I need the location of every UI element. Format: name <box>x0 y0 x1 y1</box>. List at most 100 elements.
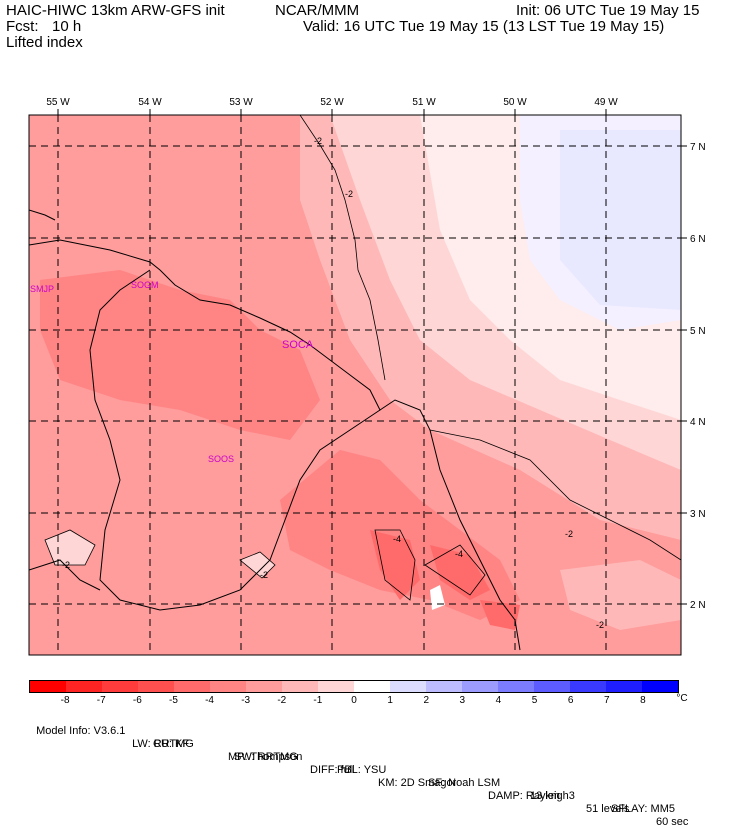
shade-patch2 <box>240 552 275 578</box>
footer-line1: Model Info: V3.6.1 CU: KF MP: Thompson P… <box>30 712 688 829</box>
shading-layer <box>29 115 681 655</box>
colorbar-unit: °C <box>676 693 688 704</box>
lat-label: 6 N <box>690 234 706 245</box>
lat-labels: 7 N 6 N 5 N 4 N 3 N 2 N <box>690 142 706 611</box>
station-label: SOCA <box>282 339 314 351</box>
colorbar-swatch <box>390 681 426 692</box>
contour-patch1 <box>44 529 96 566</box>
lat-label: 5 N <box>690 326 706 337</box>
colorbar-tick-label: 4 <box>495 695 502 706</box>
colorbar-tick-label: 6 <box>567 695 574 706</box>
colorbar-swatch <box>606 681 642 692</box>
contour-patch2 <box>239 551 276 579</box>
lifted-index-map: 55 W 54 W 53 W 52 W 51 W 50 W 49 W 7 N 6… <box>28 97 706 656</box>
lat-label: 3 N <box>690 509 706 520</box>
shade-minus4c <box>480 600 520 630</box>
contour-minus2-north <box>299 115 386 381</box>
colorbar-tick-label: -4 <box>205 695 214 706</box>
lat-label: 2 N <box>690 600 706 611</box>
timestep-info: 60 sec <box>656 816 689 828</box>
coastline-layer <box>29 209 521 651</box>
colorbar-swatch <box>498 681 534 692</box>
colorbar-swatch <box>354 681 390 692</box>
init-time: Init: 06 UTC Tue 19 May 15 <box>516 2 700 19</box>
sw-info: SW: RRTMG <box>234 751 298 763</box>
lon-label: 55 W <box>46 97 70 108</box>
sflay-info: SFLAY: MM5 <box>611 803 675 815</box>
colorbar-swatch <box>534 681 570 692</box>
valid-time: Valid: 16 UTC Tue 19 May 15 (13 LST Tue … <box>303 18 665 35</box>
shade-minus3a <box>40 270 320 440</box>
coast-nw <box>29 209 56 221</box>
colorbar-swatch <box>246 681 282 692</box>
colorbar-swatch <box>138 681 174 692</box>
colorbar-swatch <box>426 681 462 692</box>
colorbar <box>29 680 679 693</box>
colorbar-tick-label: 3 <box>459 695 466 706</box>
contour-label: -2 <box>260 570 268 580</box>
colorbar-tick-label: 7 <box>603 695 610 706</box>
contour-label: -2 <box>345 189 353 199</box>
contour-labels: -2 -2 -2 -2 -2 -2 -4 -4 <box>62 136 604 630</box>
colorbar-swatch <box>642 681 678 692</box>
colorbar-swatch <box>102 681 138 692</box>
graticule <box>29 115 681 655</box>
contour-label: -2 <box>596 620 604 630</box>
station-label: SOGM <box>131 280 159 290</box>
lon-label: 54 W <box>138 97 162 108</box>
lon-label: 49 W <box>594 97 618 108</box>
colorbar-tick-label: 8 <box>640 695 646 706</box>
contour-label: -4 <box>455 549 463 559</box>
coastline <box>29 239 521 651</box>
map-frame <box>28 114 682 656</box>
colorbar-swatch <box>318 681 354 692</box>
colorbar-swatch <box>66 681 102 692</box>
lat-label: 7 N <box>690 142 706 153</box>
axis-ticks <box>57 109 687 605</box>
lon-label: 53 W <box>229 97 253 108</box>
colorbar-tick-label: 5 <box>531 695 538 706</box>
contour-minus4b <box>424 544 486 596</box>
border-west <box>89 269 381 611</box>
colorbar-tick-label: -1 <box>313 695 323 706</box>
colorbar-tick-label: -3 <box>241 695 251 706</box>
shade-minus4a <box>370 530 420 600</box>
border-sw <box>29 559 101 591</box>
colorbar-tick-label: 2 <box>423 695 429 706</box>
footer-line2: LW: RRTMG SW: RRTMG DIFF: full KM: 2D Sm… <box>126 725 675 816</box>
contour-label: -2 <box>314 136 322 146</box>
shade-se <box>560 560 681 630</box>
colorbar-tick-label: -2 <box>277 695 287 706</box>
station-label: SOOS <box>208 454 234 464</box>
colorbar-tick-label: -5 <box>168 695 178 706</box>
contour-label: -2 <box>565 529 573 539</box>
colorbar-swatch <box>30 681 66 692</box>
model-info: Model Info: V3.6.1 <box>36 725 126 737</box>
colorbar-tick-label: 1 <box>387 695 393 706</box>
org-label: NCAR/MMM <box>275 2 360 19</box>
station-label: SMJP <box>30 284 54 294</box>
colorbar-swatch <box>462 681 498 692</box>
colorbar-tick-label: -6 <box>132 695 142 706</box>
fcst-label: Fcst: <box>6 18 39 35</box>
model-title: HAIC-HIWC 13km ARW-GFS init <box>6 2 225 19</box>
damp-info: DAMP: Rayleigh3 <box>488 790 575 802</box>
contour-label: -4 <box>393 534 401 544</box>
colorbar-tick-label: -8 <box>60 695 70 706</box>
lon-labels: 55 W 54 W 53 W 52 W 51 W 50 W 49 W <box>46 97 618 108</box>
km-info: KM: 2D Smagor <box>378 777 457 789</box>
contour-minus2-east <box>429 429 681 561</box>
contour-minus4a <box>374 529 416 601</box>
shade-minus4b <box>430 545 490 600</box>
shade-1b <box>560 130 681 310</box>
lon-label: 52 W <box>320 97 344 108</box>
colorbar-tick-label: -7 <box>96 695 106 706</box>
lon-label: 51 W <box>412 97 436 108</box>
colorbar-swatch <box>570 681 606 692</box>
colorbar-swatch <box>174 681 210 692</box>
colorbar-tick-label: 0 <box>351 695 357 706</box>
colorbar-swatch <box>210 681 246 692</box>
diff-info: DIFF: full <box>310 764 355 776</box>
lat-label: 4 N <box>690 417 706 428</box>
contour-label: -2 <box>62 560 70 570</box>
